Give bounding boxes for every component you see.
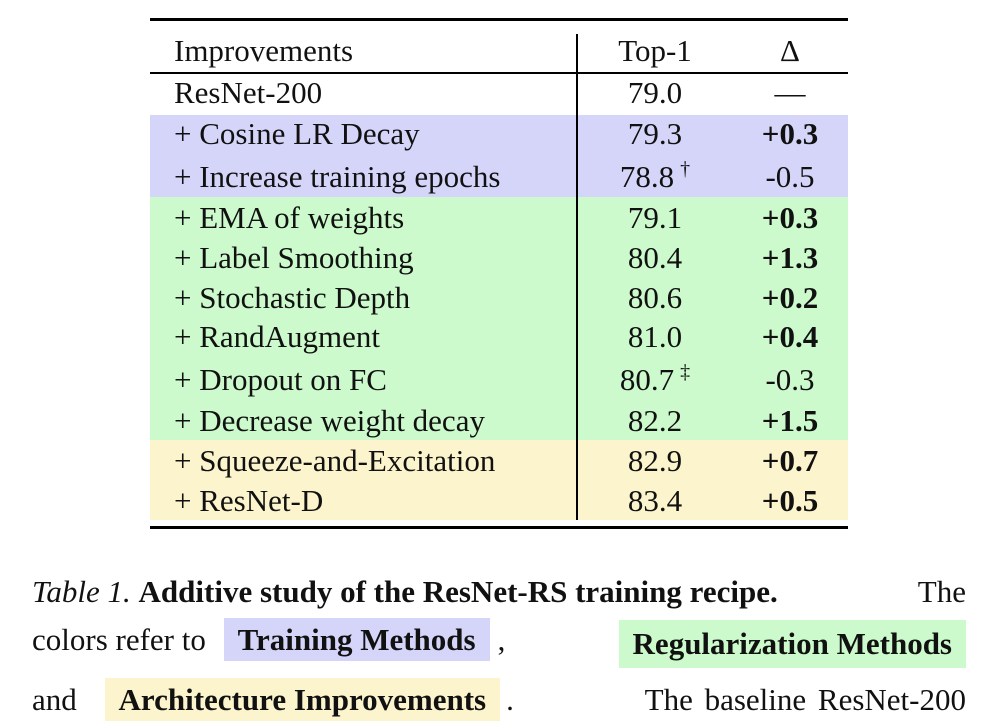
row-background-regularization xyxy=(150,356,848,399)
row-name: + Dropout on FC xyxy=(174,362,387,397)
row-name: + EMA of weights xyxy=(174,200,405,235)
row-delta: +0.5 xyxy=(761,483,819,518)
row-top1-cell: 82.9 xyxy=(578,441,732,481)
row-delta: +0.3 xyxy=(761,200,819,235)
row-top1-value: 79.1 xyxy=(627,200,683,235)
caption-line-3: and Architecture Improvements. The basel… xyxy=(32,678,966,721)
baseline-name: ResNet-200 xyxy=(174,75,323,110)
caption-line-2: colors refer to Training Methods, Regula… xyxy=(32,618,966,668)
row-top1-value: 80.6 xyxy=(627,280,683,315)
row-name: + Increase training epochs xyxy=(174,159,501,194)
row-top1-cell: 80.6 xyxy=(578,278,732,318)
row-top1-cell: 82.2 xyxy=(578,401,732,441)
caption-text-and: and xyxy=(32,682,77,717)
row-top1-cell: 79.1 xyxy=(578,198,732,238)
row-delta: +0.2 xyxy=(761,280,819,315)
caption-text-colors-refer: colors refer to xyxy=(32,622,206,657)
caption-text-tail: The baseline ResNet-200 xyxy=(644,682,966,717)
caption-period: . xyxy=(506,682,514,717)
row-top1-cell: 79.3 xyxy=(578,114,732,154)
caption-line-1: Table 1. Additive study of the ResNet-RS… xyxy=(32,572,966,612)
row-background-training xyxy=(150,156,848,197)
regularization-methods-chip: Regularization Methods xyxy=(618,620,966,668)
row-delta: -0.3 xyxy=(765,362,815,397)
caption-label: Table 1. xyxy=(32,574,131,609)
row-top1-cell: 80.4 xyxy=(578,238,732,278)
row-background-regularization xyxy=(150,316,848,356)
row-delta: +1.3 xyxy=(761,240,819,275)
row-top1-value: 78.8 xyxy=(619,159,675,194)
row-top1-cell: 80.7 ‡ xyxy=(578,360,732,404)
table-column-divider xyxy=(576,34,578,520)
row-name: + Stochastic Depth xyxy=(174,280,411,315)
table-header-rule xyxy=(150,72,848,74)
row-name: + Label Smoothing xyxy=(174,240,414,275)
header-top1: Top-1 xyxy=(618,33,692,68)
row-background-training xyxy=(150,115,848,156)
row-name: + Cosine LR Decay xyxy=(174,116,420,151)
architecture-improvements-chip: Architecture Improvements xyxy=(104,678,501,721)
row-top1-cell: 83.4 xyxy=(578,481,732,521)
row-top1-value: 80.4 xyxy=(627,240,683,275)
caption-title: Additive study of the ResNet-RS training… xyxy=(138,574,778,609)
footnote-mark: ‡ xyxy=(680,361,691,383)
caption-comma: , xyxy=(497,622,506,657)
training-methods-chip: Training Methods xyxy=(223,618,490,661)
row-background-regularization xyxy=(150,277,848,316)
baseline-top1: 79.0 xyxy=(627,75,683,110)
row-background-regularization xyxy=(150,197,848,237)
row-top1-cell: 78.8 † xyxy=(578,157,732,201)
row-delta: +0.7 xyxy=(761,443,819,478)
row-delta: +1.5 xyxy=(761,403,819,438)
row-top1-cell: 81.0 xyxy=(578,317,732,357)
table-bottom-rule xyxy=(150,526,848,529)
row-delta: +0.3 xyxy=(761,116,819,151)
row-background-regularization xyxy=(150,399,848,440)
row-name: + RandAugment xyxy=(174,319,381,354)
header-delta: Δ xyxy=(780,33,800,68)
row-background-regularization xyxy=(150,237,848,277)
row-delta: -0.5 xyxy=(765,159,815,194)
row-name: + Squeeze-and-Excitation xyxy=(174,443,496,478)
header-improvements: Improvements xyxy=(174,33,354,68)
row-top1-value: 79.3 xyxy=(627,116,683,151)
row-top1-value: 82.2 xyxy=(627,403,683,438)
row-name: + Decrease weight decay xyxy=(174,403,485,438)
baseline-delta: — xyxy=(774,75,806,110)
table-top-rule xyxy=(150,18,848,21)
row-top1-value: 81.0 xyxy=(627,319,683,354)
caption-text-the: The xyxy=(917,574,966,609)
row-top1-value: 83.4 xyxy=(627,483,683,518)
row-name: + ResNet-D xyxy=(174,483,324,518)
footnote-mark: † xyxy=(680,158,691,180)
row-delta: +0.4 xyxy=(761,319,819,354)
row-background-architecture xyxy=(150,480,848,520)
row-top1-value: 80.7 xyxy=(619,362,675,397)
row-background-architecture xyxy=(150,440,848,480)
row-top1-value: 82.9 xyxy=(627,443,683,478)
